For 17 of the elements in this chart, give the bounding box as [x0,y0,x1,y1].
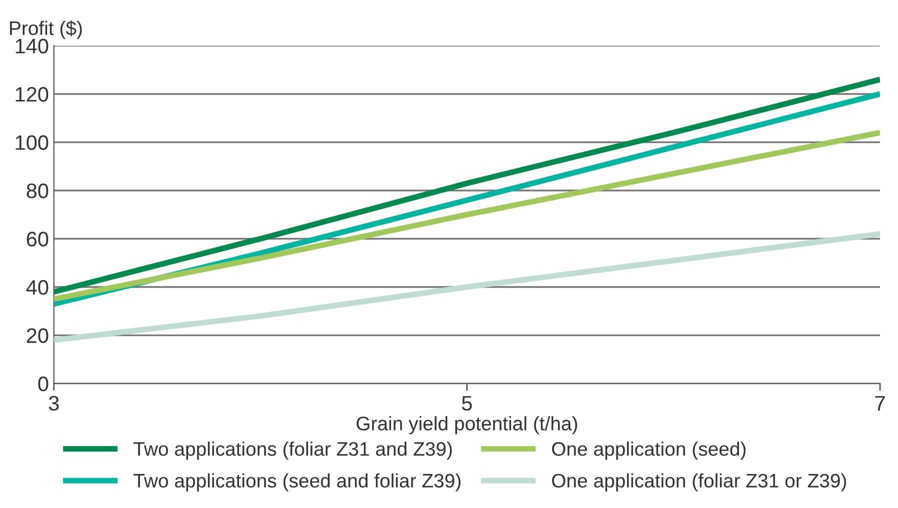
y-tick-label: 140 [16,38,48,54]
y-axis-title: Profit ($) [10,20,82,39]
y-tick-label: 100 [16,135,48,150]
y-tick-label: 0 [38,376,48,392]
legend-label: One application (seed) [552,442,746,460]
y-tick-label: 60 [26,232,48,247]
y-tick-label: 80 [26,184,48,198]
y-tick-label: 120 [16,86,48,102]
legend-label: Two applications (seed and foliar Z39) [134,473,460,492]
y-tick-label: 40 [26,280,48,295]
x-axis-title: Grain yield potential (t/ha) [356,416,578,434]
legend-label: One application (foliar Z31 or Z39) [552,473,846,492]
legend-label: Two applications (foliar Z31 and Z39) [134,442,452,460]
x-tick-label: 7 [875,396,885,410]
y-tick-label: 20 [26,328,48,344]
x-tick-label: 3 [48,396,59,411]
x-tick-label: 5 [462,396,472,411]
